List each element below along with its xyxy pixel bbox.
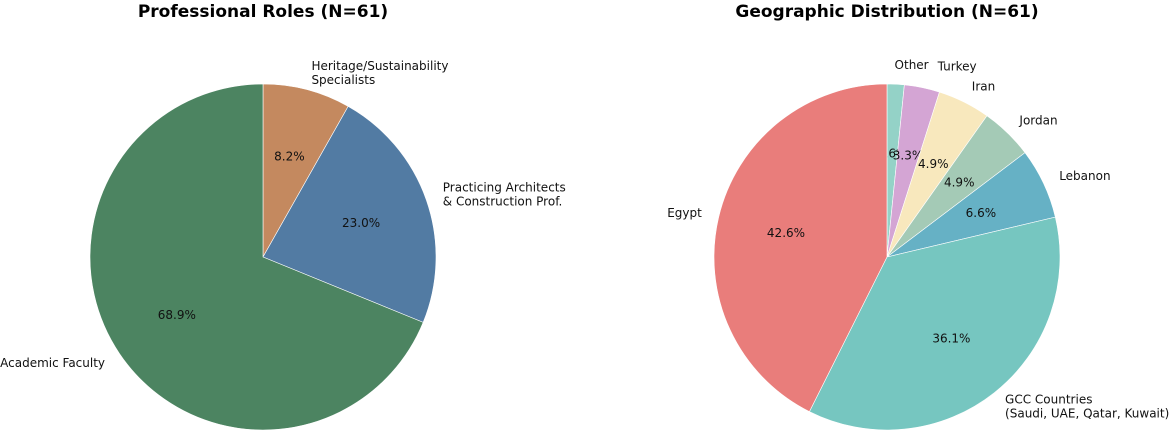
pie-category-label-practicing-architects: Practicing Architects & Construction Prof… <box>443 181 566 209</box>
pie-roles: 8.2% Heritage/Sustainability Specialists 23… <box>0 59 566 431</box>
chart-title-professional-roles: Professional Roles (N=61) <box>137 2 389 22</box>
pie-pct-label-egypt: 42.6% <box>767 226 805 240</box>
pie-slice-egypt <box>713 83 888 413</box>
pie-category-label-heritage-sustainability: Heritage/Sustainability Specialists <box>311 59 448 87</box>
pie-category-label-gcc-countries: GCC Countries (Saudi, UAE, Qatar, Kuwait) <box>1005 392 1169 420</box>
pie-category-label-iran: Iran <box>972 80 995 94</box>
pie-pct-label-lebanon: 6.6% <box>966 206 997 220</box>
pie-pct-label-turkey: 3.3% <box>893 148 924 162</box>
pie-pct-label-heritage-sustainability: 8.2% <box>274 150 305 164</box>
pie-category-label-jordan: Jordan <box>1018 113 1057 127</box>
pie-pct-label-academic-faculty: 68.9% <box>158 308 196 322</box>
pie-slice-gcc-countries <box>809 216 1061 431</box>
pie-slice-heritage-sustainability <box>262 83 349 259</box>
pie-pct-label-jordan: 4.9% <box>944 175 975 189</box>
pie-pct-label-iran: 4.9% <box>918 157 949 171</box>
pie-category-label-egypt: Egypt <box>667 206 702 220</box>
pie-category-label-other: Other <box>895 58 929 72</box>
pie-geo: 1.6%Other3.3%Turkey4.9%Iran4.9%Jordan6.6… <box>667 58 1169 431</box>
pie-pct-label-practicing-architects: 23.0% <box>342 216 380 230</box>
pie-category-label-academic-faculty: Academic Faculty <box>0 356 105 370</box>
pie-category-label-turkey: Turkey <box>937 60 977 74</box>
pie-slice-academic-faculty <box>89 83 424 431</box>
pie-slice-practicing-architects <box>262 106 437 323</box>
pie-pct-label-gcc-countries: 36.1% <box>932 331 970 345</box>
pie-category-label-lebanon: Lebanon <box>1059 169 1110 183</box>
chart-title-geographic-distribution: Geographic Distribution (N=61) <box>735 2 1039 22</box>
